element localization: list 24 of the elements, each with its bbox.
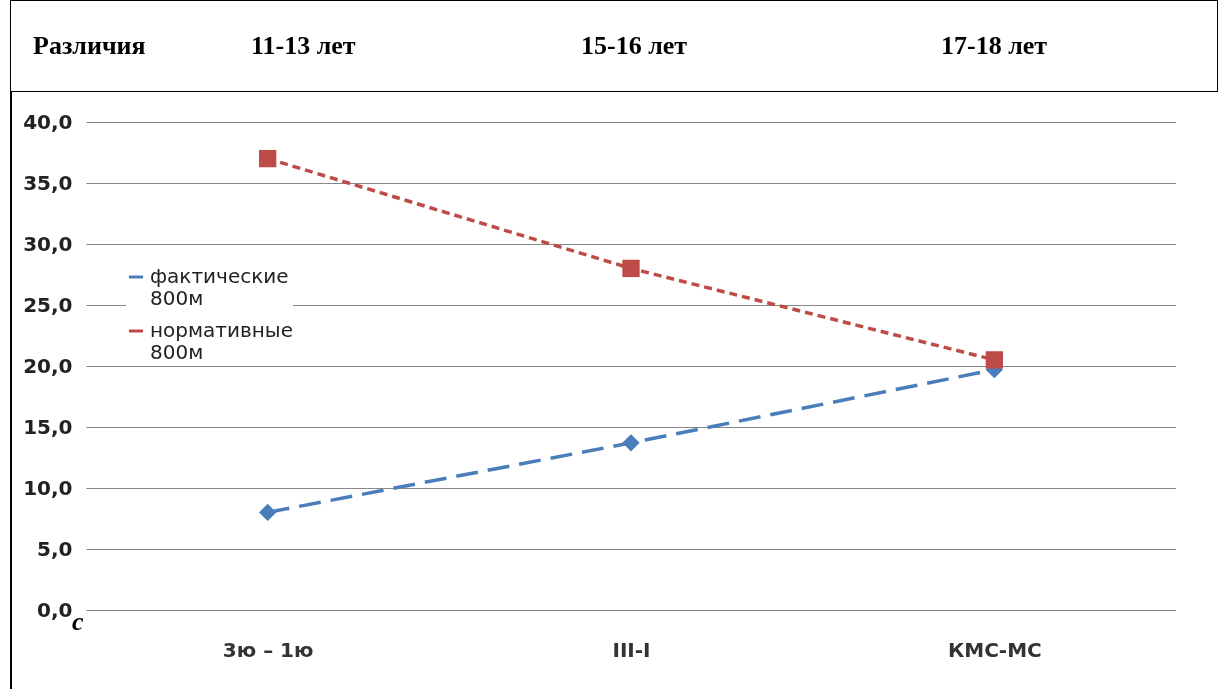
x-tick-label: КМС-МС (947, 637, 1042, 662)
x-tick-label: III-I (612, 637, 651, 662)
y-tick-label: 0,0 (37, 597, 73, 622)
y-tick-label: 15,0 (23, 414, 73, 439)
legend-label: фактические 800м (150, 264, 289, 310)
y-tick-label: 25,0 (23, 292, 73, 317)
point (622, 259, 640, 278)
y-tick-label: 35,0 (23, 170, 73, 195)
text: с (72, 607, 84, 637)
y-tick-label: 5,0 (37, 536, 73, 561)
text: 11-13 лет (251, 31, 356, 61)
y-tick-label: 10,0 (23, 475, 73, 500)
point (259, 149, 277, 168)
x-tick-label: 3ю – 1ю (222, 637, 314, 662)
y-tick-label: 20,0 (23, 353, 73, 378)
y-tick-label: 40,0 (23, 109, 73, 134)
point (259, 503, 277, 522)
text: 15-16 лет (581, 31, 688, 61)
point (622, 434, 640, 452)
y-tick-label: 30,0 (23, 231, 73, 256)
text: 17-18 лет (941, 31, 1048, 61)
point (985, 351, 1003, 369)
legend-label: нормативные 800м (150, 318, 293, 364)
text: Различия (33, 31, 146, 61)
